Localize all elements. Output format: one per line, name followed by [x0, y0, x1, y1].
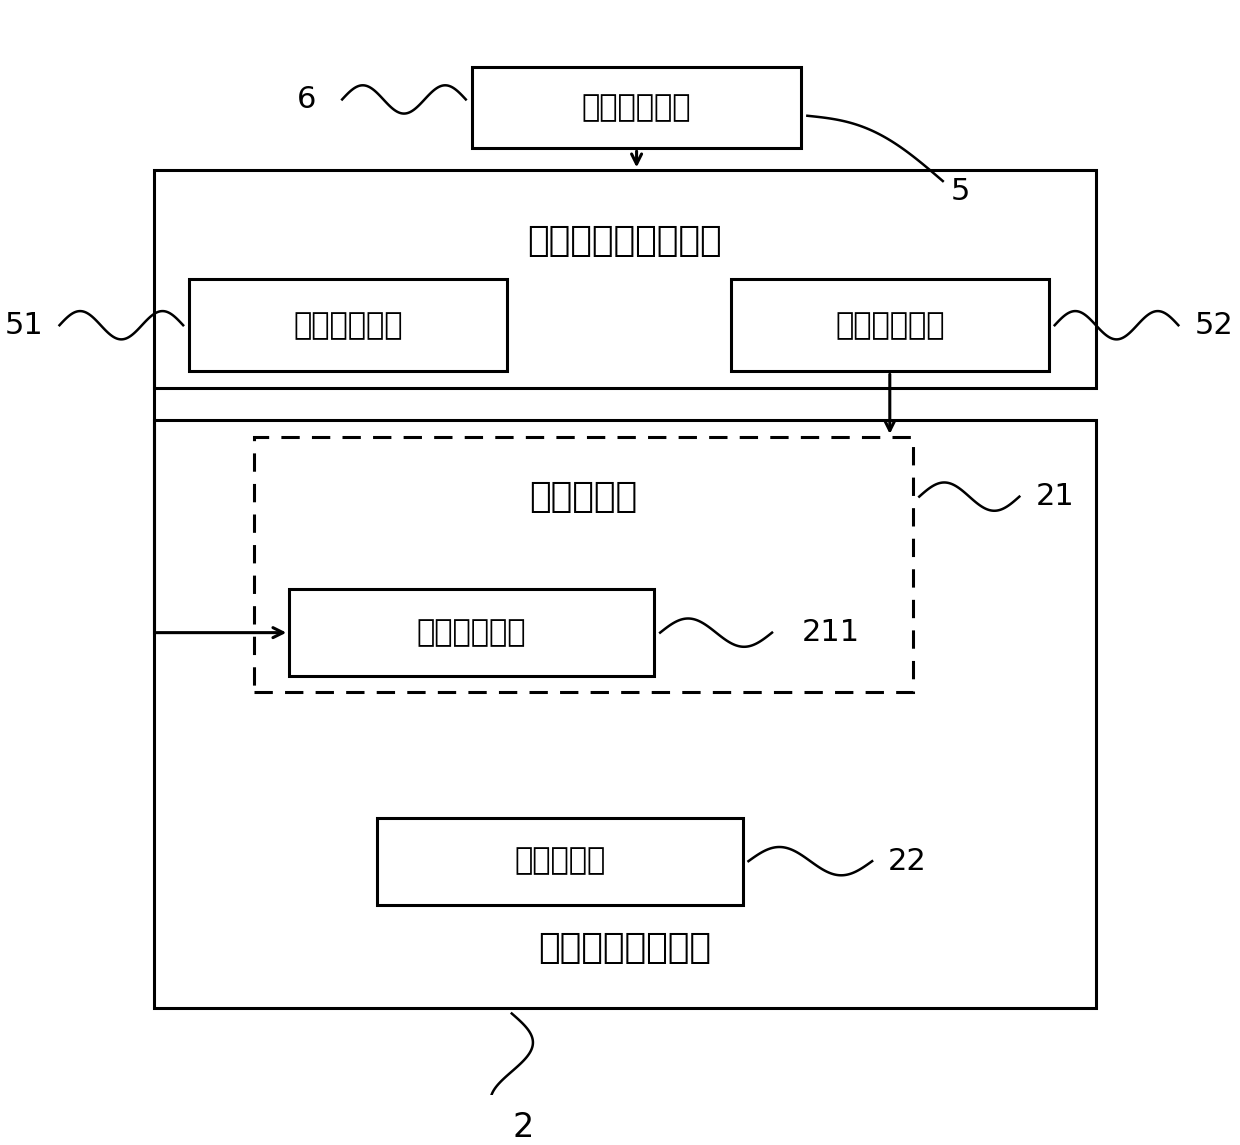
- Text: 模拟仿真实体组件: 模拟仿真实体组件: [538, 931, 712, 965]
- Text: 21: 21: [1035, 482, 1074, 511]
- Text: 耳机振动组件: 耳机振动组件: [417, 618, 527, 647]
- Text: 22: 22: [888, 846, 926, 876]
- Bar: [289, 590, 655, 677]
- Text: 语音提醒模块: 语音提醒模块: [835, 310, 945, 340]
- Text: 初中级训练提醒单元: 初中级训练提醒单元: [527, 224, 722, 258]
- Text: 5: 5: [951, 177, 970, 206]
- Bar: [154, 171, 1096, 388]
- Bar: [471, 66, 801, 149]
- Text: 51: 51: [5, 310, 43, 340]
- Text: 211: 211: [802, 618, 861, 647]
- Text: 6: 6: [298, 85, 316, 114]
- Text: 2: 2: [513, 1112, 534, 1144]
- Text: 进度记录模块: 进度记录模块: [582, 93, 692, 123]
- Text: 振动提醒模块: 振动提醒模块: [294, 310, 403, 340]
- Text: 头戴式耳机: 头戴式耳机: [529, 480, 637, 514]
- Bar: [154, 420, 1096, 1008]
- Bar: [730, 279, 1049, 371]
- Text: 52: 52: [1194, 310, 1233, 340]
- Bar: [377, 818, 743, 905]
- Bar: [254, 436, 914, 693]
- Text: 模拟驾驶舱: 模拟驾驶舱: [515, 846, 605, 876]
- Bar: [188, 279, 507, 371]
